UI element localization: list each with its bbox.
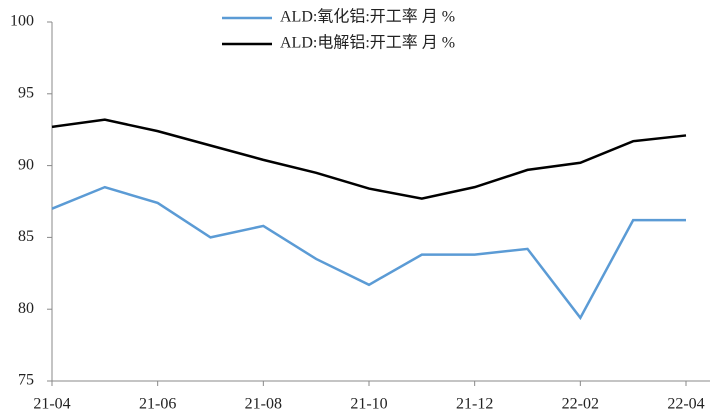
x-tick-label: 21-08 bbox=[245, 396, 282, 413]
y-tick-label: 95 bbox=[18, 84, 34, 101]
y-tick-label: 85 bbox=[18, 228, 34, 245]
x-tick-label: 21-10 bbox=[350, 396, 387, 413]
x-tick-label: 21-04 bbox=[33, 396, 70, 413]
x-tick-label: 22-02 bbox=[562, 396, 599, 413]
y-tick-label: 90 bbox=[18, 156, 34, 173]
x-tick-label: 21-06 bbox=[139, 396, 176, 413]
x-tick-label: 22-04 bbox=[667, 396, 704, 413]
legend-label: ALD:氧化铝:开工率 月 % bbox=[280, 8, 455, 26]
y-tick-label: 75 bbox=[18, 372, 34, 389]
series-line bbox=[51, 118, 687, 200]
legend-label: ALD:电解铝:开工率 月 % bbox=[280, 34, 455, 52]
series-line bbox=[51, 185, 686, 321]
x-tick-label: 21-12 bbox=[456, 396, 493, 413]
y-tick-label: 80 bbox=[18, 300, 34, 317]
y-tick-label: 100 bbox=[10, 13, 34, 30]
